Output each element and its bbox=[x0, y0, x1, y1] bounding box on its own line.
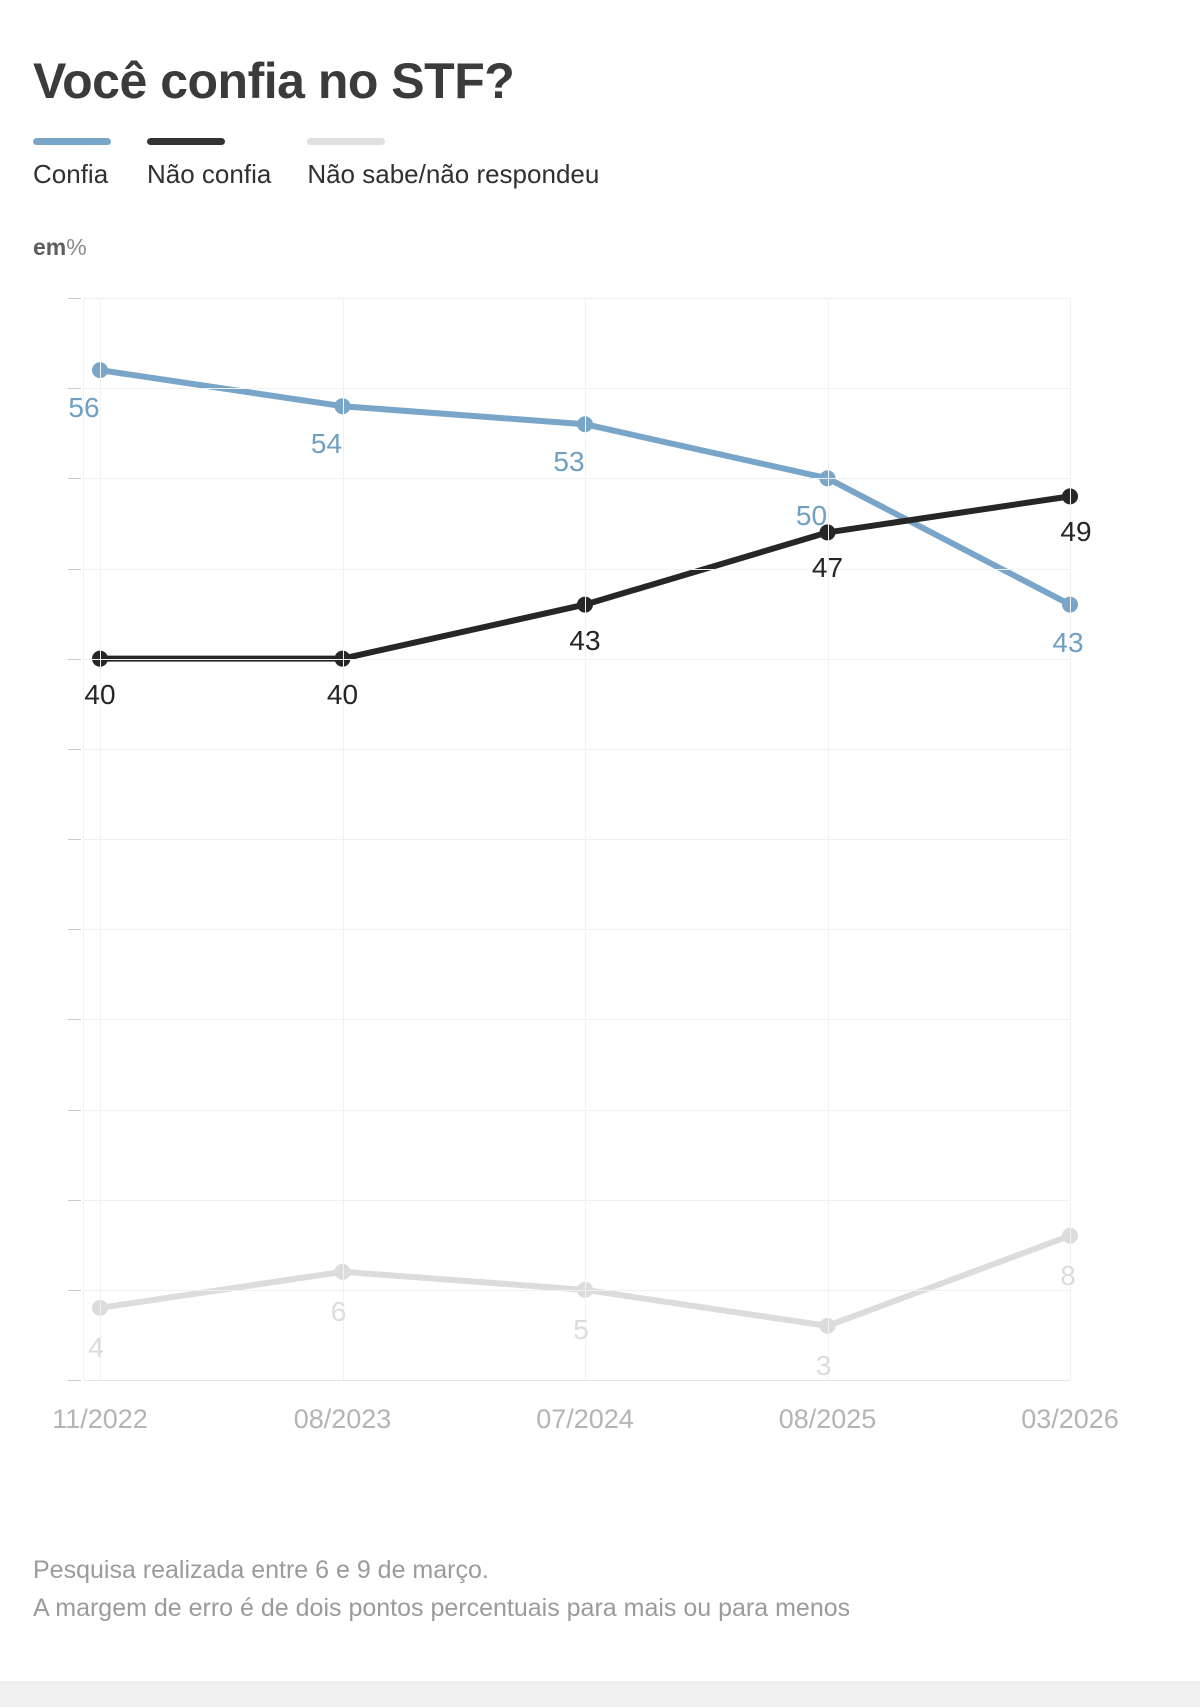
gridline-horizontal bbox=[84, 839, 1070, 840]
gridline-horizontal bbox=[84, 568, 1070, 570]
gridline-horizontal bbox=[84, 748, 1070, 750]
legend-item-confia[interactable]: Confia bbox=[33, 138, 111, 187]
y-tick-mark bbox=[68, 1109, 81, 1111]
x-tick-label: 11/2022 bbox=[52, 1404, 148, 1434]
data-point-label: 47 bbox=[811, 552, 844, 584]
data-point-label: 8 bbox=[1060, 1259, 1076, 1291]
data-point-label: 56 bbox=[68, 392, 100, 424]
unit-prefix: em bbox=[33, 234, 67, 260]
data-point-label: 6 bbox=[330, 1295, 347, 1327]
x-tick-label: 08/2023 bbox=[293, 1404, 392, 1434]
gridline-horizontal bbox=[84, 1019, 1070, 1021]
legend-swatch-nao-sabe bbox=[307, 138, 386, 145]
legend-swatch-confia bbox=[33, 138, 111, 145]
gridline-vertical bbox=[1070, 298, 1071, 1380]
y-tick-mark bbox=[68, 748, 81, 750]
plot-area: 05101520253035404550556011/202208/202307… bbox=[52, 298, 1119, 1434]
data-point-label: 49 bbox=[1060, 516, 1092, 548]
gridline-horizontal bbox=[84, 298, 1070, 299]
y-tick-mark bbox=[68, 568, 81, 570]
gridline-horizontal bbox=[84, 1109, 1070, 1111]
y-tick-mark bbox=[68, 298, 81, 299]
y-tick-mark bbox=[68, 478, 81, 480]
y-tick-mark bbox=[68, 929, 81, 931]
y-tick-mark bbox=[68, 1289, 81, 1291]
gridline-vertical bbox=[585, 298, 586, 1380]
y-tick-mark bbox=[68, 1380, 81, 1381]
footnote-2: A margem de erro é de dois pontos percen… bbox=[33, 1593, 851, 1622]
data-point-label: 3 bbox=[815, 1349, 832, 1381]
gridline-vertical bbox=[342, 298, 344, 1380]
legend-swatch-nao-confia bbox=[147, 138, 225, 145]
data-point-label: 4 bbox=[88, 1331, 104, 1363]
data-point-label: 54 bbox=[310, 428, 343, 460]
page-title: Você confia no STF? bbox=[33, 52, 515, 109]
gridline-horizontal bbox=[84, 388, 1070, 390]
data-point-label: 5 bbox=[573, 1313, 589, 1345]
gridline-horizontal bbox=[84, 1289, 1070, 1291]
gridline-horizontal bbox=[84, 1199, 1070, 1201]
line-chart: 05101520253035404550556011/202208/202307… bbox=[0, 278, 1200, 1434]
data-point-label: 40 bbox=[84, 678, 116, 710]
legend-item-nao-confia[interactable]: Não confia bbox=[147, 138, 271, 187]
gridline-vertical bbox=[827, 298, 829, 1380]
footnotes: Pesquisa realizada entre 6 e 9 de março.… bbox=[33, 1552, 1133, 1627]
y-tick-mark bbox=[68, 1199, 81, 1201]
y-tick-mark bbox=[68, 839, 81, 840]
gridline-vertical bbox=[100, 298, 101, 1380]
gridline-horizontal bbox=[84, 658, 1070, 660]
unit-value: % bbox=[66, 234, 87, 260]
gridline-horizontal bbox=[84, 929, 1070, 931]
legend-label-nao-sabe: Não sabe/não respondeu bbox=[307, 159, 600, 189]
y-tick-mark bbox=[68, 388, 81, 390]
data-point-label: 40 bbox=[326, 678, 359, 710]
data-point-label: 50 bbox=[795, 500, 828, 532]
data-point-label: 43 bbox=[1052, 626, 1084, 658]
unit-label: em% bbox=[33, 234, 87, 261]
x-tick-label: 03/2026 bbox=[1021, 1404, 1119, 1434]
data-point-label: 43 bbox=[569, 624, 601, 656]
legend-label-confia: Confia bbox=[33, 159, 109, 189]
y-tick-mark bbox=[68, 1019, 81, 1021]
gridline-horizontal bbox=[84, 1380, 1070, 1381]
data-point-label: 53 bbox=[553, 446, 585, 478]
x-tick-label: 08/2025 bbox=[778, 1404, 877, 1434]
chart-legend: Confia Não confia Não sabe/não respondeu bbox=[33, 138, 599, 187]
legend-item-nao-sabe[interactable]: Não sabe/não respondeu bbox=[307, 138, 599, 187]
x-tick-label: 07/2024 bbox=[536, 1404, 634, 1434]
y-tick-mark bbox=[68, 658, 81, 660]
footnote-1: Pesquisa realizada entre 6 e 9 de março. bbox=[33, 1556, 489, 1584]
gridline-horizontal bbox=[84, 478, 1070, 480]
legend-label-nao-confia: Não confia bbox=[147, 159, 272, 189]
y-axis-line bbox=[83, 298, 84, 1380]
bottom-bar bbox=[0, 1681, 1200, 1707]
